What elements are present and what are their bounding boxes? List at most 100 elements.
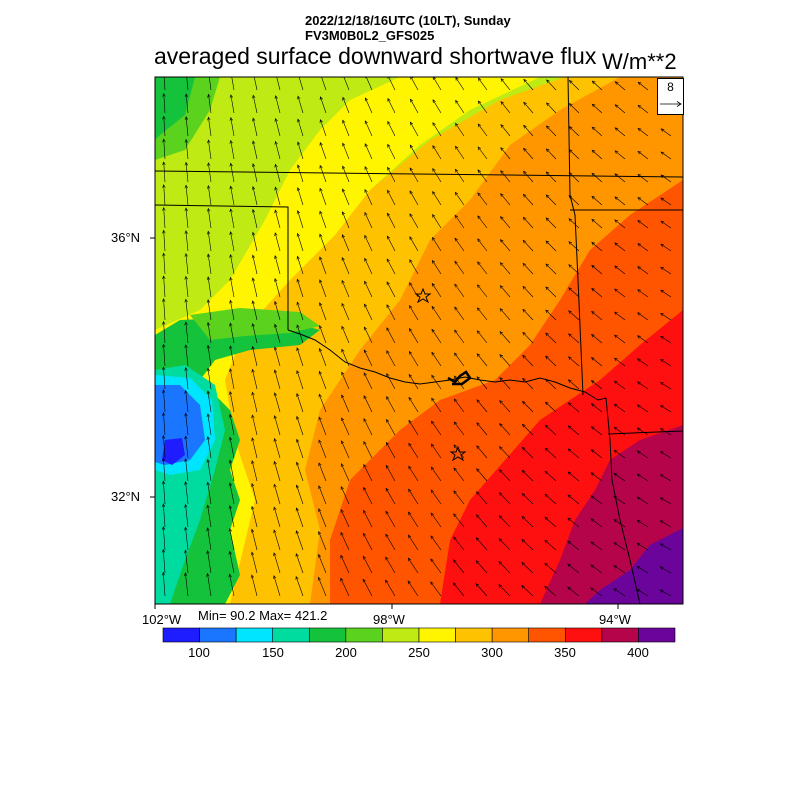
wind-vector-head (659, 589, 664, 593)
wind-vector-head (228, 436, 233, 441)
wind-vector (637, 243, 649, 252)
wind-vector (252, 118, 258, 137)
wind-vector (185, 185, 189, 206)
wind-vector (252, 163, 258, 183)
colorbar-label: 200 (335, 645, 357, 660)
wind-vector-head (341, 325, 345, 330)
wind-vector-head (499, 239, 504, 243)
wind-vector-head (567, 540, 572, 545)
wind-vector (386, 304, 396, 321)
wind-vector-head (613, 403, 618, 408)
wind-vector (546, 171, 557, 183)
wind-vector-head (185, 71, 188, 74)
wind-vector (408, 466, 419, 482)
wind-vector-head (274, 209, 278, 214)
wind-vector (252, 232, 258, 252)
wind-vector (522, 355, 534, 367)
wind-vector-head (432, 213, 436, 218)
wind-vector (363, 395, 373, 413)
wind-vector (341, 280, 350, 298)
wind-vector-head (637, 312, 641, 316)
wind-vector (387, 144, 396, 160)
wind-vector (637, 289, 649, 298)
wind-vector (432, 214, 442, 229)
wind-vector-head (340, 508, 344, 513)
wind-vector (454, 375, 465, 390)
wind-vector-head (637, 174, 642, 178)
wind-vector (591, 149, 603, 160)
wind-vector-head (296, 438, 300, 443)
wind-vector-head (521, 492, 526, 497)
wind-vector (296, 347, 304, 367)
wind-vector (319, 348, 327, 367)
wind-vector-head (162, 138, 166, 143)
wind-vector-head (614, 242, 619, 246)
wind-vector-head (206, 413, 210, 418)
wind-vector (274, 347, 281, 367)
wind-vector (500, 216, 511, 229)
colorbar-swatch (382, 627, 420, 643)
wind-vector (385, 465, 396, 482)
wind-vector-head (229, 185, 233, 190)
wind-vector (499, 331, 511, 344)
wind-vector-head (521, 515, 526, 520)
wind-vector (273, 484, 281, 505)
wind-vector (409, 213, 419, 229)
wind-vector-head (409, 305, 413, 309)
wind-vector (408, 374, 419, 390)
wind-vector-head (591, 311, 595, 315)
wind-vector (318, 462, 327, 482)
wind-vector-head (387, 120, 391, 125)
wind-vector (185, 94, 189, 114)
wind-vector-head (273, 575, 277, 579)
wind-vector (569, 149, 580, 160)
wind-vector (523, 125, 534, 137)
wind-vector (637, 312, 649, 321)
wind-vector (297, 164, 304, 183)
wind-vector-head (161, 503, 166, 508)
lake-texoma (447, 370, 472, 386)
wind-vector-head (500, 147, 504, 151)
wind-vector (230, 117, 235, 137)
wind-vector-head (591, 126, 596, 131)
wind-vector-head (477, 169, 481, 174)
wind-vector-head (229, 139, 233, 144)
wind-vector (318, 394, 327, 413)
wind-vector (614, 196, 626, 206)
wind-vector-head (161, 457, 166, 462)
colorbar-swatch (199, 627, 237, 643)
wind-vector-head (274, 232, 278, 237)
wind-vector-head (431, 328, 435, 333)
wind-vector (340, 532, 350, 551)
wind-vector (500, 239, 511, 252)
wind-vector (362, 556, 373, 574)
wind-vector-head (544, 562, 548, 567)
wind-vector (590, 541, 603, 551)
wind-vector (275, 95, 281, 114)
wind-vector (637, 473, 649, 482)
wind-vector (207, 231, 212, 252)
wind-vector-head (385, 487, 389, 492)
wind-vector-head (184, 549, 188, 554)
wind-vector-head (500, 101, 504, 105)
wind-vector (410, 99, 419, 114)
wind-vector (408, 511, 419, 528)
wind-vector-head (252, 94, 256, 99)
wind-vector (251, 415, 258, 436)
wind-vector (591, 426, 603, 436)
wind-vector (637, 197, 649, 206)
wind-vector (363, 533, 373, 551)
wind-vector-head (498, 492, 503, 496)
wind-vector-head (521, 446, 526, 451)
wind-vector (660, 243, 672, 252)
wind-vector (521, 585, 534, 597)
wind-vector (385, 511, 396, 528)
wind-vector (275, 187, 281, 206)
wind-vector-head (567, 356, 572, 360)
wind-vector-head (408, 465, 412, 470)
wind-vector-head (544, 493, 549, 498)
wind-vector (251, 506, 258, 528)
wind-vector-head (614, 150, 619, 154)
wind-vector-head (409, 190, 413, 195)
